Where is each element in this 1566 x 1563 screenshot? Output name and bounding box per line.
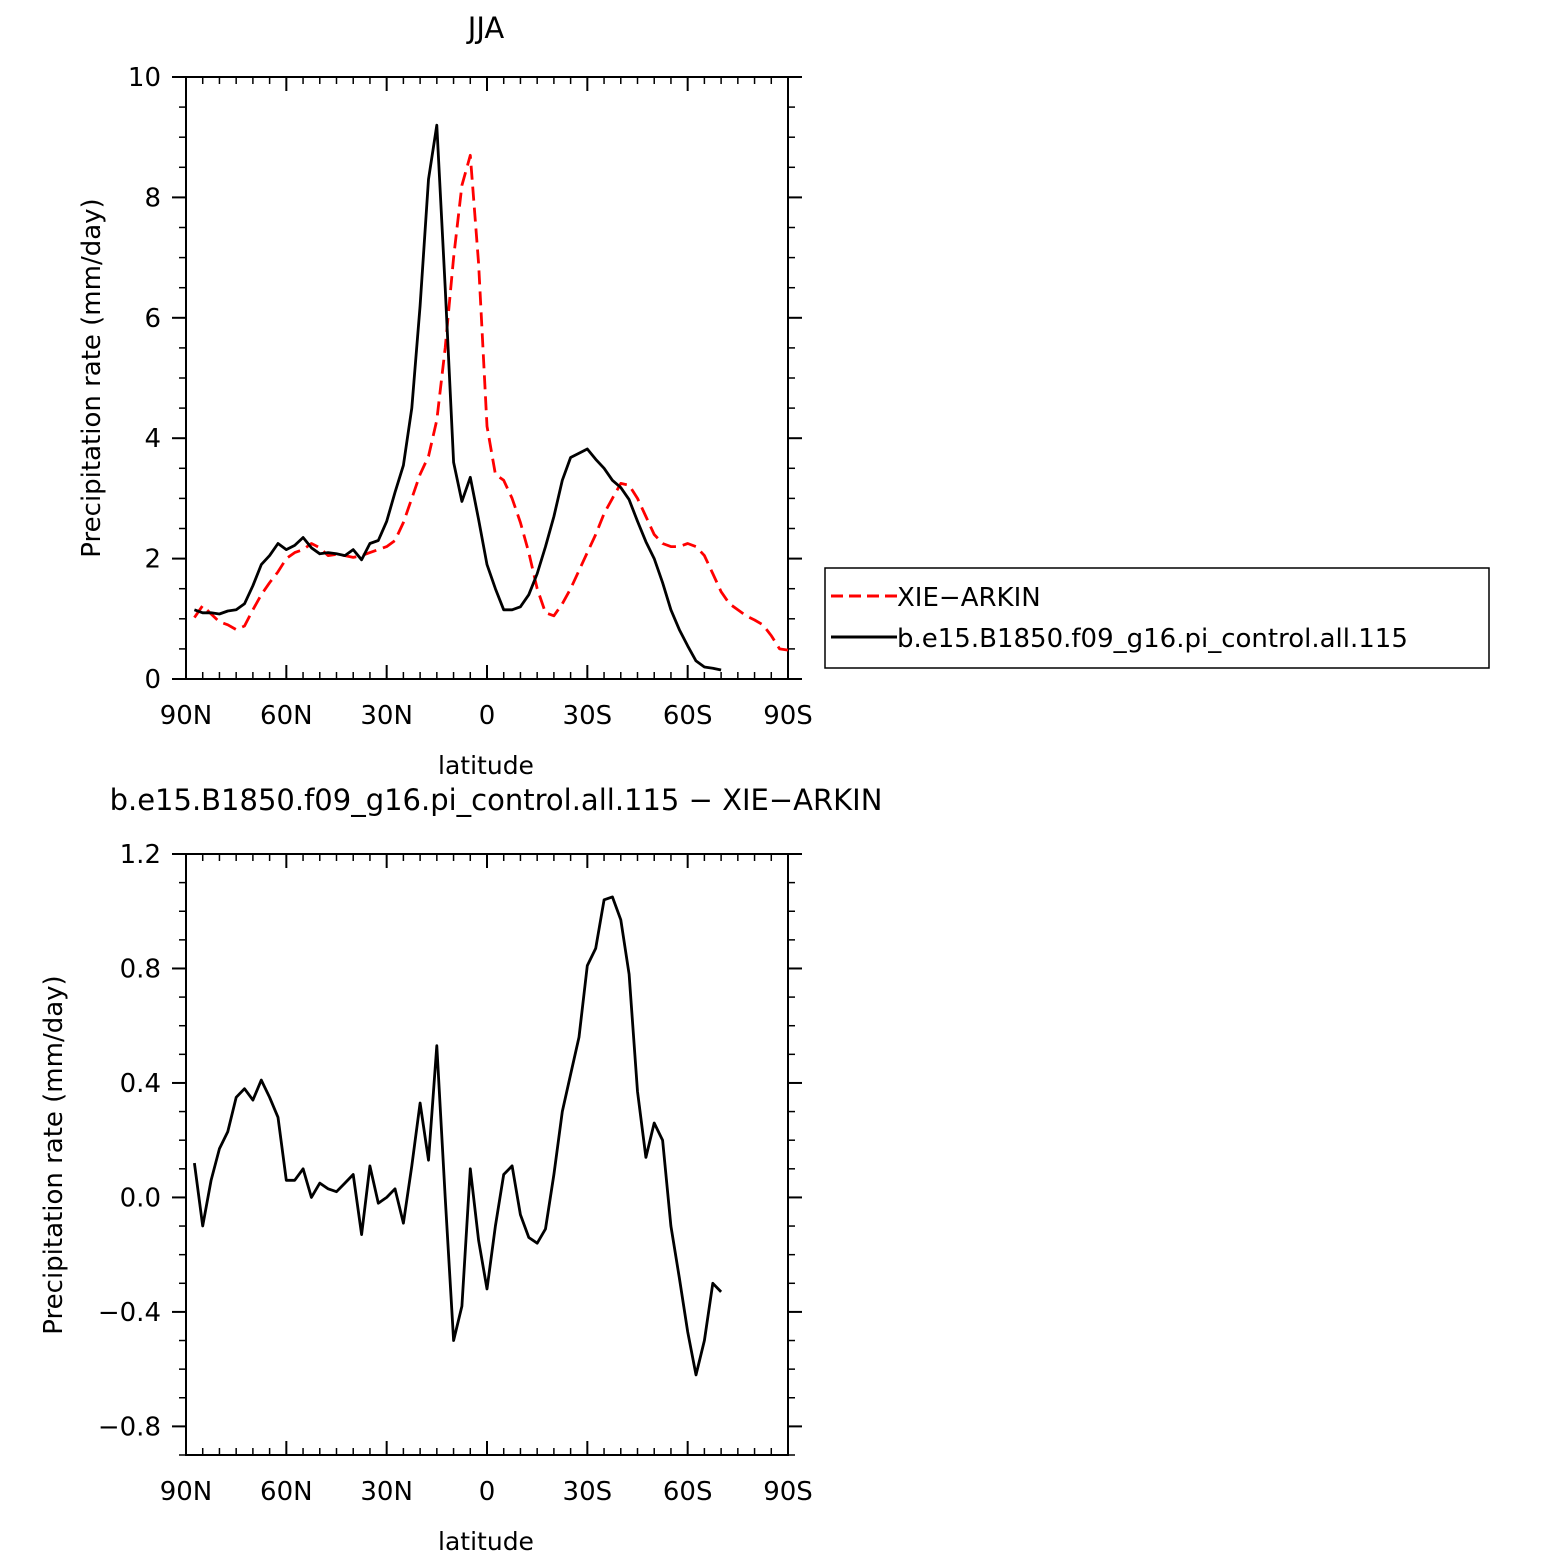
bottom-y-tick-labels: −0.8 −0.4 0.0 0.4 0.8 1.2 — [98, 840, 161, 1442]
x-tick-label: 60N — [260, 701, 313, 731]
bottom-x-tick-labels: 90N 60N 30N 0 30S 60S 90S — [160, 1477, 813, 1507]
legend: XIE−ARKIN b.e15.B1850.f09_g16.pi_control… — [824, 567, 1490, 669]
bottom-series-group — [193, 895, 723, 1377]
y-tick-label: 10 — [128, 63, 161, 93]
series-line-b-e15-b1850-f09-g16-pi-control-all-115 — [193, 123, 722, 672]
top-plot-frame — [185, 76, 789, 680]
y-tick-label: −0.8 — [98, 1412, 161, 1442]
y-tick-label: 4 — [144, 424, 161, 454]
top-panel: JJA 90N 60N 30N 0 30S 60S 90S 0 2 4 6 8 10 latitude… — [77, 11, 1490, 780]
bottom-ticks — [172, 853, 802, 1456]
bottom-y-axis-label: Precipitation rate (mm/day) — [39, 975, 69, 1334]
x-tick-label: 30S — [563, 1477, 613, 1507]
series-line-xie-arkin — [193, 153, 789, 652]
x-tick-label: 30N — [360, 1477, 413, 1507]
legend-label-model: b.e15.B1850.f09_g16.pi_control.all.115 — [897, 624, 1408, 654]
bottom-chart-title: b.e15.B1850.f09_g16.pi_control.all.115 −… — [110, 783, 883, 817]
legend-label-xie-arkin: XIE−ARKIN — [897, 583, 1041, 613]
top-series-group — [193, 123, 789, 672]
series-line-difference — [193, 895, 723, 1377]
x-tick-label: 60S — [663, 1477, 713, 1507]
y-tick-label: 0.8 — [120, 954, 161, 984]
x-tick-label: 60N — [260, 1477, 313, 1507]
bottom-x-axis-label: latitude — [438, 1527, 534, 1556]
top-chart-title: JJA — [466, 11, 505, 45]
y-tick-label: 0 — [144, 665, 161, 695]
x-tick-label: 30N — [360, 701, 413, 731]
y-tick-label: 1.2 — [120, 840, 161, 870]
x-tick-label: 60S — [663, 701, 713, 731]
top-y-tick-labels: 0 2 4 6 8 10 — [128, 63, 161, 695]
y-tick-label: 2 — [144, 545, 161, 575]
top-ticks — [172, 76, 802, 680]
y-tick-label: 0.4 — [120, 1069, 161, 1099]
top-y-axis-label: Precipitation rate (mm/day) — [77, 198, 107, 557]
y-tick-label: −0.4 — [98, 1298, 161, 1328]
x-tick-label: 90N — [160, 701, 213, 731]
x-tick-label: 30S — [563, 701, 613, 731]
x-tick-label: 0 — [479, 1477, 496, 1507]
top-x-axis-label: latitude — [438, 751, 534, 780]
y-tick-label: 8 — [144, 183, 161, 213]
x-tick-label: 0 — [479, 701, 496, 731]
bottom-panel: b.e15.B1850.f09_g16.pi_control.all.115 −… — [39, 783, 882, 1556]
legend-box — [824, 567, 1490, 669]
x-tick-label: 90S — [763, 1477, 813, 1507]
y-tick-label: 6 — [144, 304, 161, 334]
x-tick-label: 90S — [763, 701, 813, 731]
y-tick-label: 0.0 — [120, 1183, 161, 1213]
x-tick-label: 90N — [160, 1477, 213, 1507]
top-x-tick-labels: 90N 60N 30N 0 30S 60S 90S — [160, 701, 813, 731]
